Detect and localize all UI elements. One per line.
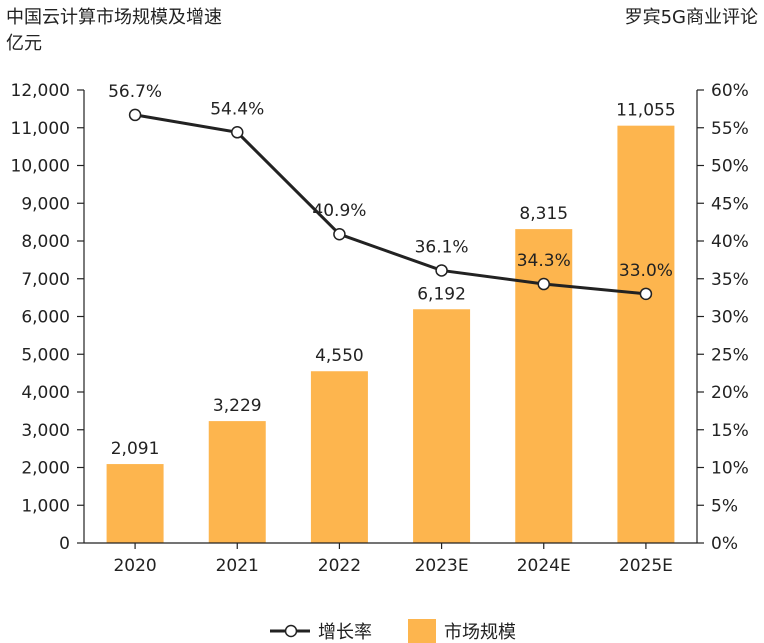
legend-line-label: 增长率 xyxy=(318,622,372,643)
left-tick-label: 10,000 xyxy=(11,157,70,177)
right-tick-label: 45% xyxy=(711,194,749,214)
growth-value-label: 34.3% xyxy=(517,251,571,271)
right-tick-label: 55% xyxy=(711,119,749,139)
legend-bar-swatch xyxy=(408,619,436,643)
right-tick-label: 60% xyxy=(711,81,749,101)
unit-label: 亿元 xyxy=(6,33,42,54)
left-tick-label: 4,000 xyxy=(21,383,70,403)
legend: 增长率 市场规模 xyxy=(270,619,516,643)
left-tick-label: 7,000 xyxy=(21,270,70,290)
bar-value-label: 3,229 xyxy=(213,396,262,416)
growth-marker xyxy=(231,126,244,139)
growth-marker xyxy=(537,277,550,291)
source-label: 罗宾5G商业评论 xyxy=(624,7,758,28)
x-tick-label: 2024E xyxy=(517,556,571,576)
bar-value-label: 11,055 xyxy=(616,101,675,121)
bar xyxy=(310,371,368,543)
right-tick-label: 30% xyxy=(711,308,749,328)
growth-value-label: 54.4% xyxy=(210,99,264,119)
bar-value-label: 4,550 xyxy=(315,346,364,366)
x-tick-label: 2025E xyxy=(619,556,673,576)
left-tick-label: 5,000 xyxy=(21,345,70,365)
growth-value-label: 56.7% xyxy=(108,82,162,102)
growth-marker xyxy=(639,287,653,301)
x-tick-label: 2021 xyxy=(216,556,259,576)
x-tick-label: 2020 xyxy=(113,556,156,576)
left-tick-label: 1,000 xyxy=(21,496,70,516)
growth-marker xyxy=(435,264,448,277)
bar-series: 2,091 3,229 4,550 6,192 8,315 11,055 xyxy=(106,101,676,543)
growth-marker xyxy=(128,108,142,122)
left-tick-label: 9,000 xyxy=(21,194,70,214)
right-tick-label: 15% xyxy=(711,421,749,441)
growth-value-label: 33.0% xyxy=(619,261,673,281)
right-tick-label: 5% xyxy=(711,496,738,516)
bar-value-label: 8,315 xyxy=(519,204,568,224)
line-series: 56.7% 54.4% 40.9% 36.1% 34.3% 33.0% xyxy=(108,82,673,301)
right-tick-label: 50% xyxy=(711,157,749,177)
legend-line-marker xyxy=(284,624,298,638)
right-tick-label: 40% xyxy=(711,232,749,252)
left-tick-label: 8,000 xyxy=(21,232,70,252)
bar-value-label: 6,192 xyxy=(417,284,466,304)
bar xyxy=(413,309,471,543)
right-axis: 0% 5% 10% 15% 20% 25% 30% 35% 40% 45% 50% 55% 60% xyxy=(696,81,749,554)
left-tick-label: 0 xyxy=(59,534,70,554)
growth-line xyxy=(134,113,647,296)
x-tick-label: 2022 xyxy=(318,556,361,576)
right-tick-label: 20% xyxy=(711,383,749,403)
bar xyxy=(208,421,266,543)
left-tick-label: 2,000 xyxy=(21,459,70,479)
right-tick-label: 35% xyxy=(711,270,749,290)
bar-value-label: 2,091 xyxy=(111,439,160,459)
bar xyxy=(617,125,675,543)
right-tick-label: 10% xyxy=(711,459,749,479)
x-axis: 2020 2021 2022 2023E 2024E 2025E xyxy=(84,542,697,576)
right-tick-label: 0% xyxy=(711,534,738,554)
chart-title: 中国云计算市场规模及增速 xyxy=(6,7,222,28)
growth-value-label: 36.1% xyxy=(415,237,469,257)
x-tick-label: 2023E xyxy=(415,556,469,576)
left-tick-label: 6,000 xyxy=(21,308,70,328)
growth-marker xyxy=(333,227,346,241)
left-axis: 0 1,000 2,000 3,000 4,000 5,000 6,000 7,000 8,00… xyxy=(11,81,85,554)
growth-value-label: 40.9% xyxy=(312,201,366,221)
bar xyxy=(106,464,164,543)
right-tick-label: 25% xyxy=(711,345,749,365)
bar xyxy=(515,229,573,543)
legend-bar-label: 市场规模 xyxy=(444,622,516,643)
left-tick-label: 11,000 xyxy=(11,119,70,139)
left-tick-label: 12,000 xyxy=(11,81,70,101)
left-tick-label: 3,000 xyxy=(21,421,70,441)
